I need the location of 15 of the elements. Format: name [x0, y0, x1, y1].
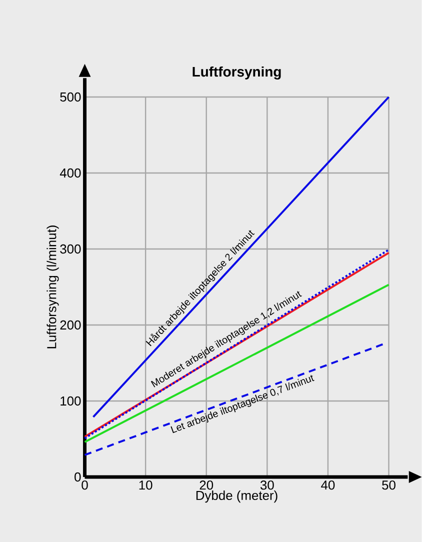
- y-tick-label: 300: [60, 244, 81, 254]
- x-tick-label: 10: [139, 480, 152, 490]
- x-tick-label: 30: [260, 480, 274, 490]
- y-tick-label: 0: [74, 472, 81, 482]
- x-tick-label: 40: [321, 480, 335, 490]
- y-tick-label: 100: [60, 396, 81, 406]
- x-axis-title: Dybde (meter): [196, 490, 278, 503]
- y-tick-label: 500: [60, 92, 81, 102]
- x-tick-label: 0: [82, 480, 88, 490]
- y-axis-title: Luftforsyning (l/minut): [46, 226, 59, 348]
- y-tick-label: 400: [60, 168, 81, 178]
- chart-title: Luftforsyning: [192, 66, 281, 80]
- x-tick-label: 20: [200, 480, 214, 490]
- y-tick-label: 200: [60, 320, 81, 330]
- x-tick-label: 50: [382, 480, 396, 490]
